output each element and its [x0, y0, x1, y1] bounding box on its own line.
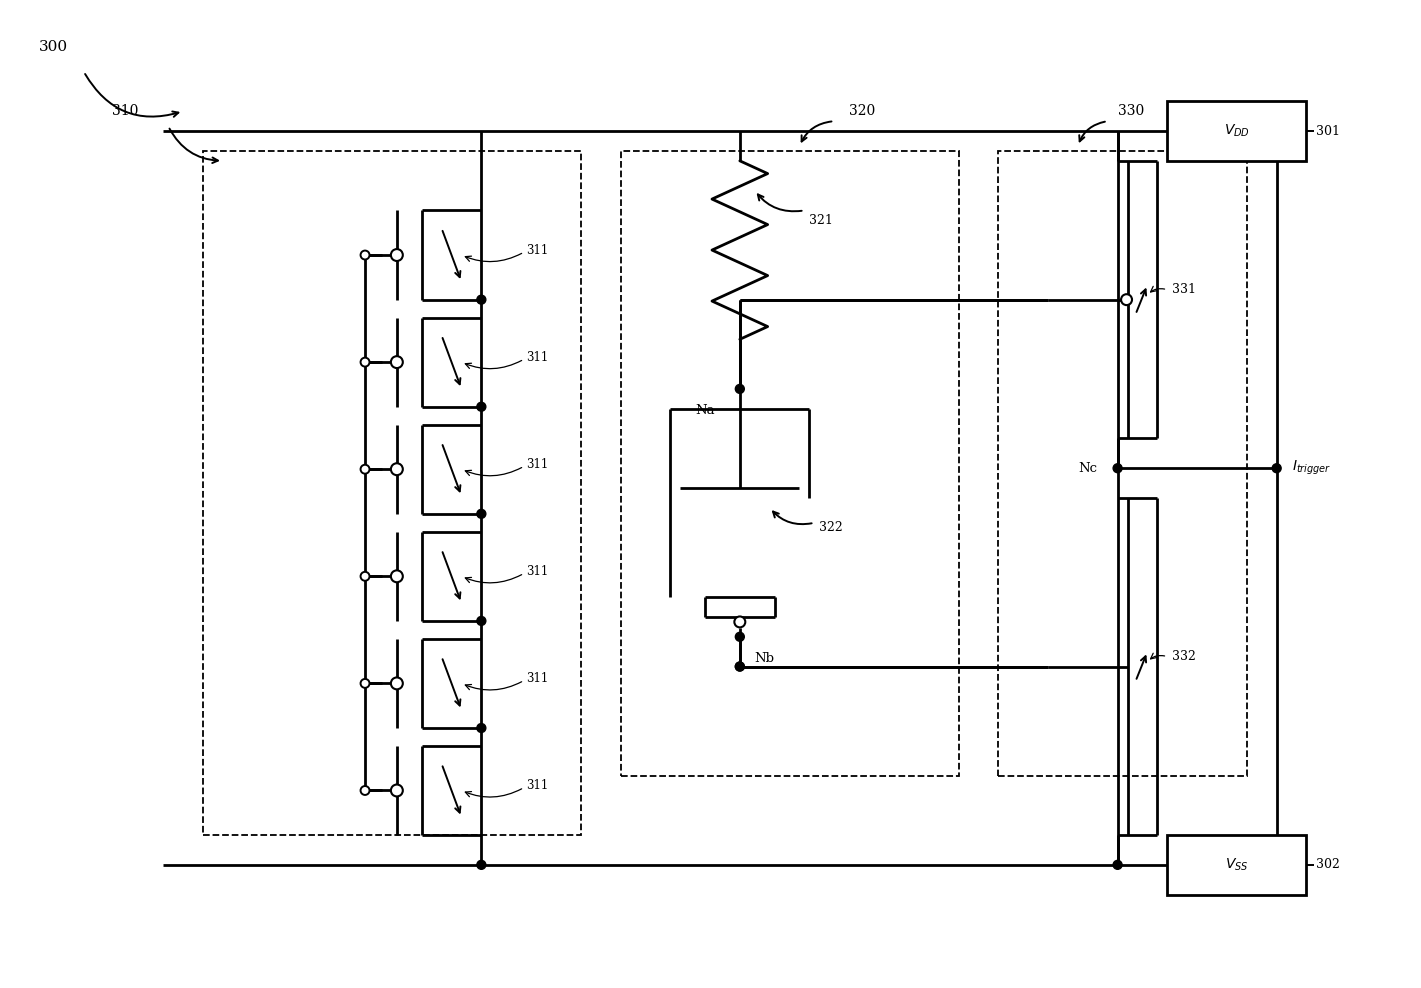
Text: $I_{trigger}$: $I_{trigger}$ — [1292, 459, 1331, 477]
Circle shape — [735, 662, 745, 671]
Circle shape — [391, 570, 402, 582]
Bar — [1167, 835, 1306, 894]
Circle shape — [361, 679, 369, 688]
Circle shape — [1113, 463, 1123, 472]
Bar — [999, 151, 1246, 776]
Circle shape — [735, 662, 745, 671]
Text: 311: 311 — [526, 565, 549, 578]
Text: Nc: Nc — [1079, 461, 1097, 474]
Text: 301: 301 — [1316, 124, 1340, 137]
Circle shape — [361, 572, 369, 581]
Circle shape — [477, 402, 486, 411]
Text: 330: 330 — [1117, 105, 1144, 119]
Text: 310: 310 — [112, 105, 138, 119]
Text: 331: 331 — [1172, 284, 1196, 296]
Text: 311: 311 — [526, 672, 549, 685]
Circle shape — [1113, 861, 1123, 869]
Text: 322: 322 — [820, 522, 843, 535]
Circle shape — [477, 861, 486, 869]
Circle shape — [361, 251, 369, 260]
Circle shape — [361, 464, 369, 473]
Text: $V_{DD}$: $V_{DD}$ — [1223, 123, 1250, 139]
Text: 311: 311 — [526, 457, 549, 470]
Text: 300: 300 — [38, 40, 68, 53]
Circle shape — [361, 786, 369, 795]
Circle shape — [391, 678, 402, 690]
Circle shape — [477, 723, 486, 732]
Circle shape — [1272, 463, 1282, 472]
Circle shape — [1121, 294, 1133, 305]
Circle shape — [391, 463, 402, 475]
Bar — [1167, 102, 1306, 161]
Text: $V_{SS}$: $V_{SS}$ — [1225, 857, 1249, 873]
Text: 311: 311 — [526, 351, 549, 364]
Text: 311: 311 — [526, 779, 549, 792]
Circle shape — [735, 632, 745, 641]
Bar — [203, 151, 581, 835]
Text: Na: Na — [695, 404, 715, 417]
Text: Nb: Nb — [755, 652, 774, 665]
Circle shape — [735, 617, 745, 627]
Text: 302: 302 — [1316, 859, 1340, 871]
Bar — [621, 151, 959, 776]
Circle shape — [361, 358, 369, 367]
Circle shape — [391, 356, 402, 369]
Circle shape — [477, 295, 486, 304]
Text: 332: 332 — [1172, 650, 1196, 663]
Circle shape — [735, 384, 745, 393]
Text: 311: 311 — [526, 244, 549, 257]
Circle shape — [477, 617, 486, 625]
Circle shape — [391, 249, 402, 261]
Text: 320: 320 — [850, 105, 875, 119]
Circle shape — [477, 510, 486, 519]
Circle shape — [391, 784, 402, 796]
Text: 321: 321 — [810, 213, 833, 227]
